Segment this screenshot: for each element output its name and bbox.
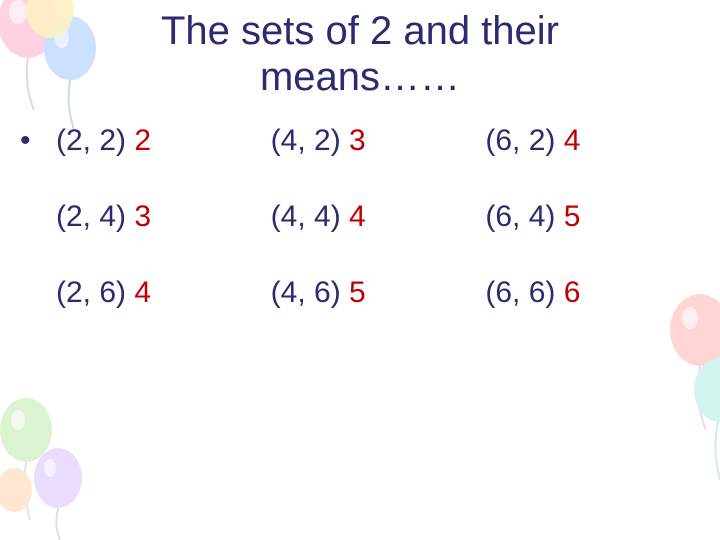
mean-value: 5 <box>564 200 581 233</box>
grid-cell: (2, 4) 3 <box>56 200 271 234</box>
pair: (4, 2) <box>271 124 341 157</box>
means-grid: • (2, 2) 2 (4, 2) 3 (6, 2) 4 (2, 4) 3 (4… <box>20 124 700 310</box>
grid-row: (2, 6) 4 (4, 6) 5 (6, 6) 6 <box>20 276 700 310</box>
grid-cell: (2, 6) 4 <box>56 276 271 310</box>
grid-cell: (2, 2) 2 <box>56 124 271 158</box>
pair: (2, 6) <box>56 276 126 309</box>
mean-value: 6 <box>564 276 581 309</box>
title-line-1: The sets of 2 and their <box>161 9 559 53</box>
grid-row: (2, 4) 3 (4, 4) 4 (6, 4) 5 <box>20 200 700 234</box>
grid-row: • (2, 2) 2 (4, 2) 3 (6, 2) 4 <box>20 124 700 158</box>
title-line-2: means…… <box>260 55 460 99</box>
pair: (2, 2) <box>56 124 126 157</box>
mean-value: 4 <box>134 276 151 309</box>
pair: (2, 4) <box>56 200 126 233</box>
bullet: • <box>20 124 56 158</box>
bullet-spacer <box>20 200 56 234</box>
pair: (4, 4) <box>271 200 341 233</box>
pair: (6, 6) <box>485 276 555 309</box>
bullet-spacer <box>20 276 56 310</box>
slide-title: The sets of 2 and their means…… <box>20 8 700 100</box>
mean-value: 5 <box>349 276 366 309</box>
grid-cell: (6, 2) 4 <box>485 124 700 158</box>
mean-value: 4 <box>564 124 581 157</box>
grid-cell: (4, 6) 5 <box>271 276 486 310</box>
grid-cell: (6, 6) 6 <box>485 276 700 310</box>
grid-cell: (6, 4) 5 <box>485 200 700 234</box>
pair: (6, 4) <box>485 200 555 233</box>
slide-content: The sets of 2 and their means…… • (2, 2)… <box>0 0 720 310</box>
grid-cell: (4, 4) 4 <box>271 200 486 234</box>
pair: (4, 6) <box>271 276 341 309</box>
mean-value: 3 <box>349 124 366 157</box>
mean-value: 2 <box>134 124 151 157</box>
pair: (6, 2) <box>485 124 555 157</box>
mean-value: 3 <box>134 200 151 233</box>
mean-value: 4 <box>349 200 366 233</box>
grid-cell: (4, 2) 3 <box>271 124 486 158</box>
